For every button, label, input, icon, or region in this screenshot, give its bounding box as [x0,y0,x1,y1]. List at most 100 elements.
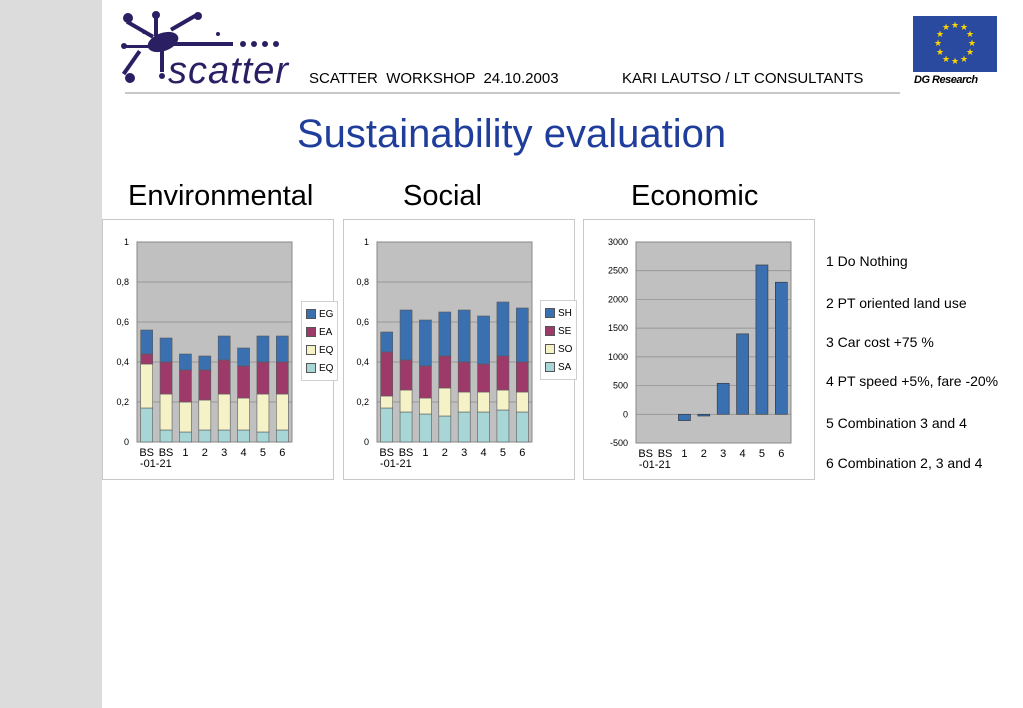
bar-segment [198,399,212,431]
bar-segment [380,331,393,353]
bar-segment [140,353,153,365]
bar-segment [380,395,393,409]
legend-label: EQ [319,362,334,374]
scenario-label: 3 Car cost +75 % [826,334,934,350]
bar-segment [516,411,529,443]
x-tick-label: 6 [519,447,525,459]
bar-segment [438,355,452,389]
bar-segment [438,415,452,443]
bar [697,413,711,417]
legend-swatch [545,308,555,318]
y-tick-label: 3000 [608,237,628,247]
x-tick-label: 2 [442,447,448,459]
bar-segment [399,411,413,443]
legend-swatch [306,309,316,319]
bar-segment [276,361,289,395]
workshop-label: SCATTER WORKSHOP 24.10.2003 [309,70,559,87]
y-tick-label: 0 [364,437,369,447]
svg-text:★: ★ [934,38,942,48]
bar-segment [380,351,393,397]
y-tick-label: 1 [364,237,369,247]
bar-segment [179,353,192,371]
bar-segment [217,335,231,361]
svg-text:★: ★ [951,20,959,30]
bar-segment [457,391,471,413]
svg-text:★: ★ [968,38,976,48]
legend-swatch [306,363,316,373]
scenario-label: 6 Combination 2, 3 and 4 [826,455,983,471]
x-tick-label: 6 [279,447,285,459]
x-tick-label: BS [139,447,154,459]
scenario-label: 1 Do Nothing [826,253,908,269]
y-tick-label: 0,6 [116,317,129,327]
svg-text:★: ★ [942,22,950,32]
x-tick-label: 1 [681,448,687,460]
bar-segment [256,335,270,363]
bar-segment [217,359,231,395]
bar-segment [457,411,471,443]
y-tick-label: 0,4 [116,357,129,367]
bar-segment [198,429,212,443]
y-tick-label: -500 [610,438,628,448]
bar-segment [276,393,289,431]
y-tick-label: 1500 [608,323,628,333]
x-tick-label: BS [399,447,414,459]
x-tick-label: 4 [740,448,746,460]
author-label: KARI LAUTSO / LT CONSULTANTS [622,70,864,87]
bar-segment [140,363,153,409]
svg-text:★: ★ [936,47,944,57]
bar-segment [457,309,471,363]
bar-segment [198,369,212,401]
x-tick-label-sub: -01-21 [639,459,671,471]
bar-segment [256,393,270,433]
bar-segment [217,429,231,443]
legend-item: EA [306,323,333,341]
bar-segment [516,361,529,393]
legend-item: SO [545,340,572,358]
svg-text:★: ★ [936,29,944,39]
legend-swatch [545,362,555,372]
scenario-label: 5 Combination 3 and 4 [826,415,967,431]
bar-segment [256,431,270,443]
legend-item: SA [545,358,572,376]
scatter-logo-icon [121,11,279,83]
x-tick-label-sub: -01-21 [140,458,172,470]
x-tick-label: BS [159,447,174,459]
legend-item: EQ [306,359,333,377]
bar-segment [159,393,173,431]
bar-segment [159,361,173,395]
legend-swatch [306,345,316,355]
bar-segment [179,401,192,433]
environmental-legend: EG EA EQ EQ [301,301,339,381]
x-tick-label: 3 [461,447,467,459]
bar-segment [237,397,250,431]
x-tick-label: 1 [182,447,188,459]
svg-text:★: ★ [960,54,968,64]
svg-text:★: ★ [966,47,974,57]
bar-segment [399,309,413,361]
bar-segment [140,407,153,443]
bar-segment [237,429,250,443]
bar-segment [276,429,289,443]
legend-swatch [545,326,555,336]
y-tick-label: 2500 [608,266,628,276]
y-tick-label: 0,4 [356,357,369,367]
bar [678,413,691,421]
y-tick-label: 0,8 [356,277,369,287]
bar [716,382,730,415]
bar-segment [237,347,250,367]
scenario-label: 2 PT oriented land use [826,295,967,311]
svg-text:★: ★ [966,29,974,39]
legend-swatch [306,327,316,337]
x-tick-label: 3 [221,447,227,459]
social-heading: Social [403,180,482,212]
legend-swatch [545,344,555,354]
bar-segment [217,393,231,431]
x-tick-label: 5 [260,447,266,459]
bar [736,333,749,415]
legend-item: SE [545,322,572,340]
eu-flag-icon: ★ ★ ★ ★ ★ ★ ★ ★ ★ ★ ★ ★ [913,16,997,72]
bar-segment [496,355,510,391]
bar-segment [516,391,529,413]
bar-segment [477,363,490,393]
